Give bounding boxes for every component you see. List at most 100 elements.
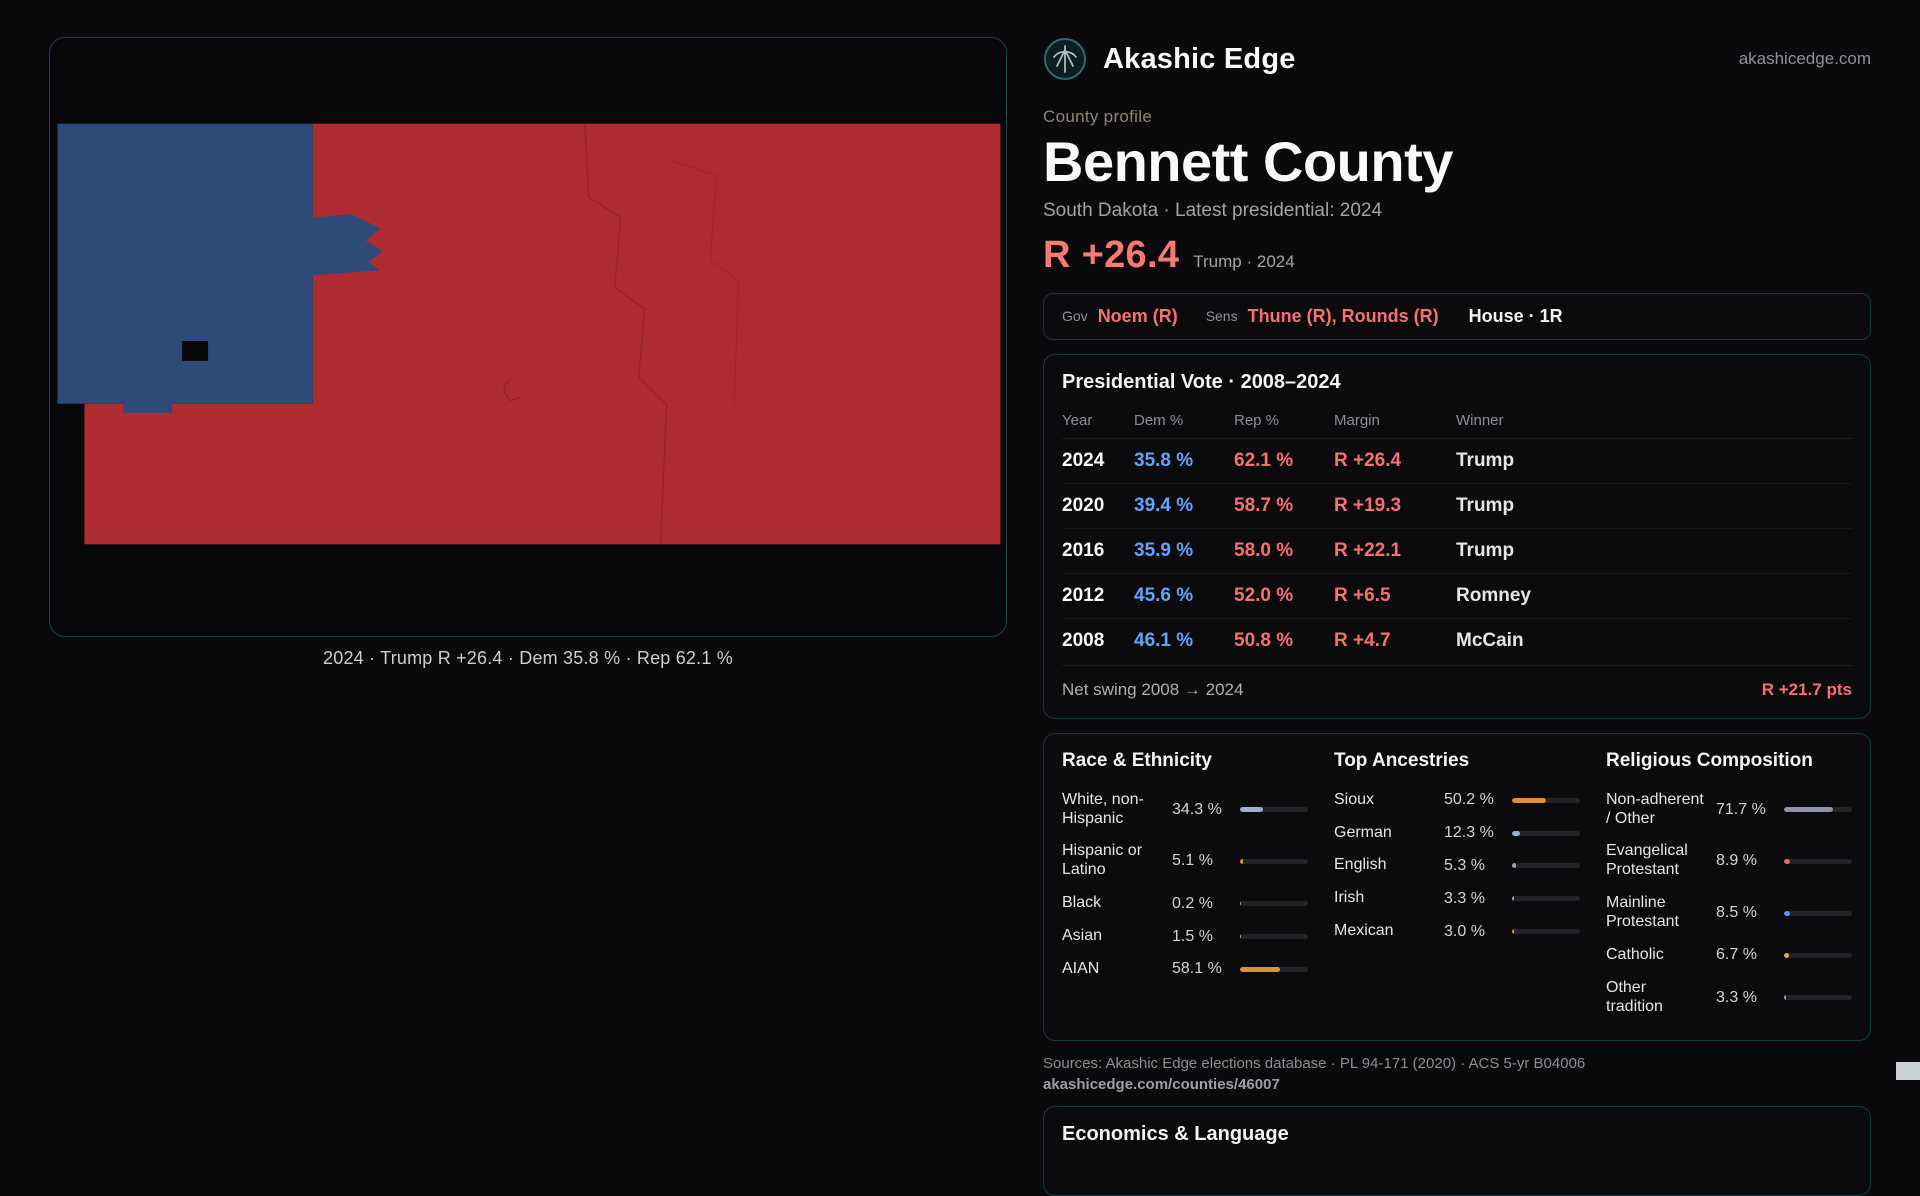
column-header: Rep % (1234, 404, 1334, 439)
cell-margin: R +22.1 (1334, 528, 1456, 573)
cell-winner: Trump (1456, 438, 1852, 483)
top-ancestries-title: Top Ancestries (1334, 750, 1580, 772)
net-swing-label: Net swing 2008 → 2024 (1062, 680, 1243, 700)
cell-dem-pct: 46.1 % (1134, 618, 1234, 663)
cell-rep-pct: 58.7 % (1234, 483, 1334, 528)
stat-bar-track (1784, 995, 1852, 1000)
stat-bar-track (1240, 934, 1308, 939)
cell-margin: R +19.3 (1334, 483, 1456, 528)
sources-line: Sources: Akashic Edge elections database… (1043, 1053, 1871, 1075)
cell-margin: R +4.7 (1334, 618, 1456, 663)
cell-year: 2012 (1062, 573, 1134, 618)
stat-value: 5.1 % (1172, 852, 1230, 870)
stat-label: Hispanic or Latino (1062, 842, 1162, 880)
stat-bar-fill (1784, 807, 1833, 812)
stat-label: White, non-Hispanic (1062, 791, 1162, 829)
stat-bar-fill (1784, 911, 1790, 916)
cell-year: 2024 (1062, 438, 1134, 483)
stat-bar-track (1512, 798, 1580, 803)
stat-bar-fill (1512, 798, 1546, 803)
stat-bar-fill (1784, 953, 1789, 958)
column-header: Year (1062, 404, 1134, 439)
stat-label: Mexican (1334, 922, 1434, 941)
scrollbar-corner[interactable] (1896, 1062, 1920, 1080)
stat-bar-track (1240, 859, 1308, 864)
race-ethnicity-title: Race & Ethnicity (1062, 750, 1308, 772)
gov-label: Gov (1062, 308, 1088, 324)
map-caption: 2024 · Trump R +26.4 · Dem 35.8 % · Rep … (49, 648, 1007, 669)
stat-label: AIAN (1062, 960, 1162, 979)
stat-bar-fill (1784, 995, 1786, 1000)
stat-bar-track (1240, 807, 1308, 812)
stat-label: Sioux (1334, 791, 1434, 810)
stat-label: Non-adherent / Other (1606, 791, 1706, 829)
county-map-panel (49, 37, 1007, 637)
county-profile-pane: Akashic Edge akashicedge.com County prof… (1043, 37, 1871, 1196)
house-value: House · 1R (1469, 306, 1563, 327)
stat-value: 6.7 % (1716, 946, 1774, 964)
cell-rep-pct: 58.0 % (1234, 528, 1334, 573)
brand-domain-link[interactable]: akashicedge.com (1739, 49, 1871, 69)
cell-winner: Trump (1456, 483, 1852, 528)
stat-value: 8.9 % (1716, 852, 1774, 870)
brand-name: Akashic Edge (1103, 43, 1296, 76)
cell-dem-pct: 39.4 % (1134, 483, 1234, 528)
economics-panel: Economics & Language (1043, 1106, 1871, 1196)
stat-bar-fill (1512, 863, 1516, 868)
cell-rep-pct: 50.8 % (1234, 618, 1334, 663)
stat-value: 12.3 % (1444, 824, 1502, 842)
headline-margin: R +26.4 (1043, 234, 1179, 277)
cell-rep-pct: 52.0 % (1234, 573, 1334, 618)
stat-bar-fill (1512, 896, 1514, 901)
sources-block: Sources: Akashic Edge elections database… (1043, 1053, 1871, 1097)
column-header: Winner (1456, 404, 1852, 439)
headline-margin-note: Trump · 2024 (1193, 252, 1294, 272)
cell-winner: Romney (1456, 573, 1852, 618)
cell-year: 2008 (1062, 618, 1134, 663)
stat-bar-track (1240, 901, 1308, 906)
sens-value: Thune (R), Rounds (R) (1248, 306, 1439, 327)
stat-value: 3.3 % (1444, 890, 1502, 908)
cell-margin: R +6.5 (1334, 573, 1456, 618)
county-url-link[interactable]: akashicedge.com/counties/46007 (1043, 1076, 1280, 1093)
brand-logo-icon (1043, 37, 1087, 81)
cell-dem-pct: 45.6 % (1134, 573, 1234, 618)
cell-rep-pct: 62.1 % (1234, 438, 1334, 483)
stat-row: Hispanic or Latino 5.1 % (1062, 835, 1308, 887)
stat-label: Black (1062, 894, 1162, 913)
stat-bar-fill (1240, 967, 1280, 972)
religious-composition-group: Religious Composition Non-adherent / Oth… (1606, 750, 1852, 1024)
cell-winner: Trump (1456, 528, 1852, 573)
stat-label: Irish (1334, 889, 1434, 908)
stat-bar-track (1512, 929, 1580, 934)
stat-bar-track (1784, 807, 1852, 812)
stat-bar-fill (1240, 807, 1263, 812)
cell-margin: R +26.4 (1334, 438, 1456, 483)
net-swing-row: Net swing 2008 → 2024 R +21.7 pts (1062, 665, 1852, 702)
stat-bar-fill (1784, 859, 1790, 864)
sens-label: Sens (1206, 308, 1238, 324)
net-swing-value: R +21.7 pts (1762, 680, 1852, 700)
stat-bar-track (1784, 953, 1852, 958)
stat-bar-track (1784, 911, 1852, 916)
stat-bar-fill (1240, 934, 1241, 939)
religious-composition-title: Religious Composition (1606, 750, 1852, 772)
